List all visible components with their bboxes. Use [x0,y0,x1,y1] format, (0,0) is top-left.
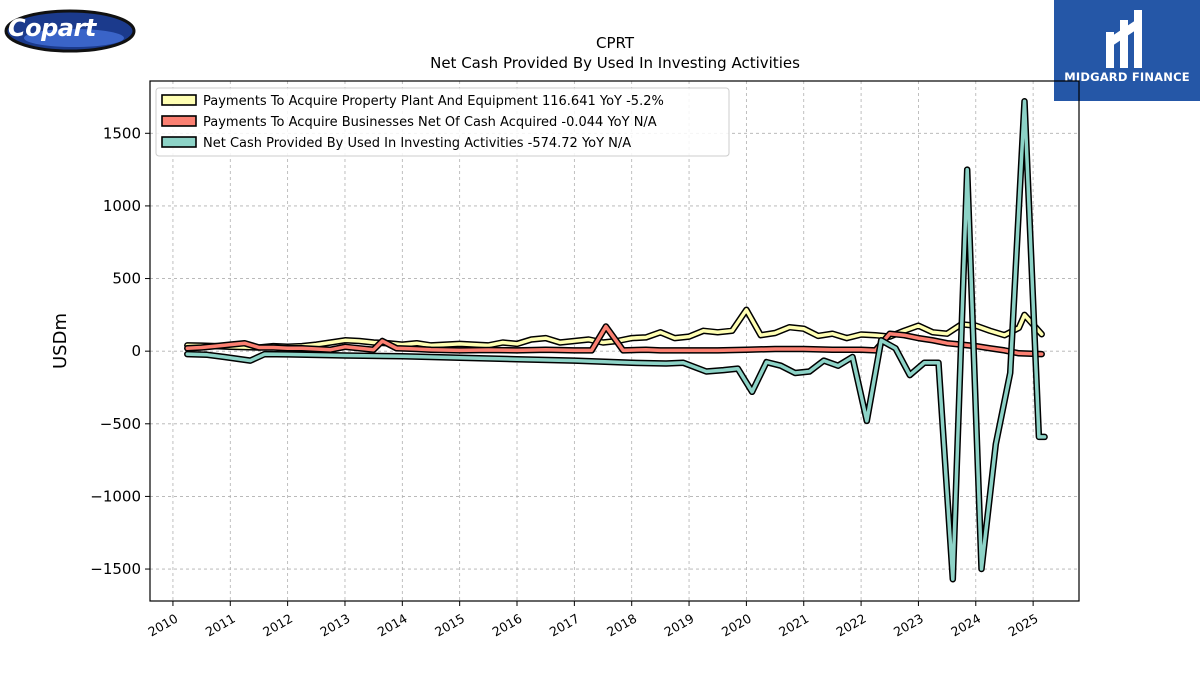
y-tick-label: −1500 [90,560,141,578]
series-layer [184,98,1048,583]
x-tick-label: 2018 [604,611,639,640]
x-tick-label: 2023 [891,611,926,640]
x-tick-label: 2015 [432,611,467,640]
legend-label: Payments To Acquire Property Plant And E… [203,94,664,109]
x-tick-label: 2021 [776,611,811,640]
y-axis-label: USDm [50,313,71,369]
series-line-2 [184,323,1045,358]
x-tick-label: 2016 [489,611,524,640]
y-tick-label: 1500 [103,124,141,142]
chart-title: CPRT [596,34,635,52]
x-tick-label: 2025 [1006,611,1041,640]
y-tick-label: 0 [131,342,141,360]
midgard-finance-logo: MIDGARD FINANCE [1054,0,1200,101]
y-tick-label: 1000 [103,197,141,215]
y-axis: −1500 −1000 −500 0 500 1000 1500 [90,124,150,578]
legend-swatch [161,115,197,127]
copart-logo: Copart [4,4,136,54]
legend-swatch [161,94,197,106]
x-tick-label: 2024 [948,611,983,640]
copart-logo-text: Copart [8,14,96,42]
midgard-logo-mark-icon [1106,10,1142,68]
x-tick-label: 2020 [719,611,754,640]
x-tick-label: 2011 [203,611,238,640]
x-tick-label: 2017 [547,611,582,640]
x-tick-label: 2014 [375,611,410,640]
legend-swatch [161,136,197,148]
x-tick-label: 2019 [661,611,696,640]
y-tick-label: −1000 [90,487,141,505]
legend-label: Payments To Acquire Businesses Net Of Ca… [203,115,657,130]
series-stroke [185,324,1044,356]
legend-label: Net Cash Provided By Used In Investing A… [203,136,631,151]
midgard-logo-text: MIDGARD FINANCE [1064,70,1190,84]
copart-logo-shape [4,9,136,53]
chart-subtitle: Net Cash Provided By Used In Investing A… [430,54,800,72]
x-axis: 2010 2011 2012 2013 2014 2015 2016 2017 2018 2019… [145,601,1041,640]
legend: Payments To Acquire Property Plant And E… [155,87,730,157]
plot-frame [149,80,1080,602]
series-line-3 [184,98,1048,583]
x-tick-label: 2012 [260,611,295,640]
legend-box [155,87,730,157]
x-tick-label: 2022 [834,611,869,640]
x-tick-label: 2013 [317,611,352,640]
y-tick-label: 500 [112,270,141,288]
x-tick-label: 2010 [145,611,180,640]
series-stroke [185,99,1047,581]
y-tick-label: −500 [100,415,141,433]
